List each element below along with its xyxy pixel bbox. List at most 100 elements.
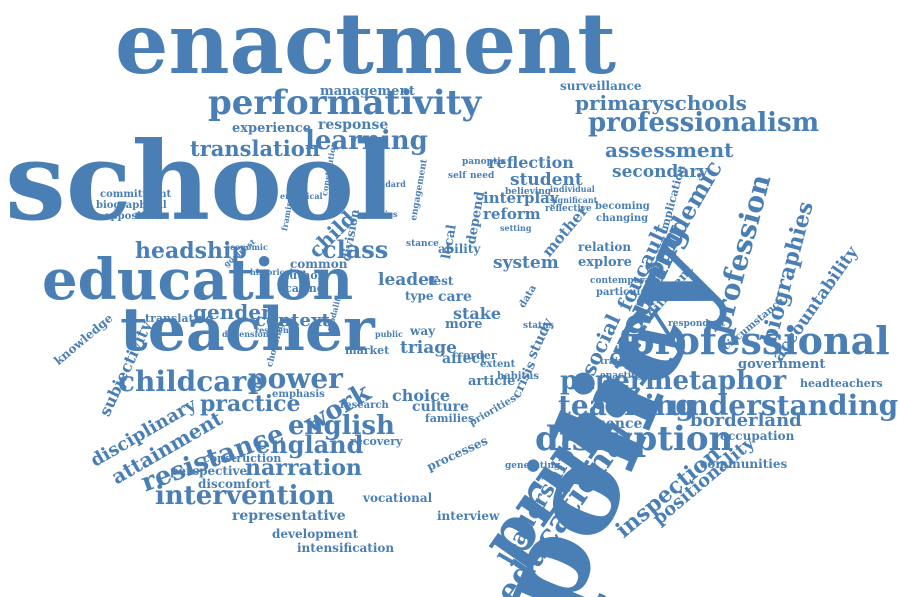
word-setting: setting	[500, 223, 532, 233]
word-extent: extent	[480, 359, 516, 370]
word-choice: choice	[392, 386, 451, 405]
word-policies: policies	[363, 209, 398, 219]
word-metaphor: metaphor	[645, 366, 787, 396]
word-public: public	[375, 329, 403, 339]
word-way: way	[410, 324, 436, 338]
word-translation: translation	[190, 136, 320, 161]
word-class: class	[322, 235, 389, 264]
word-resilient: resilient	[255, 325, 293, 335]
word-particular: particular	[596, 287, 653, 298]
word-stake: stake	[453, 304, 502, 323]
word-translating: translating	[145, 312, 214, 325]
word-response: response	[318, 117, 389, 133]
word-leader: leader	[378, 270, 438, 290]
word-influence: influence	[570, 416, 643, 432]
word-biographical: biographical	[96, 200, 167, 211]
word-caring: caring	[285, 282, 325, 295]
word-test: test	[428, 274, 454, 288]
word-teacher: teacher	[120, 295, 375, 365]
word-reflective: reflective	[545, 204, 592, 214]
word-data: data	[517, 283, 539, 310]
word-knowledge: knowledge	[51, 310, 116, 368]
word-engagement: engagement	[409, 158, 430, 222]
word-narration: narration	[245, 455, 362, 481]
word-secondary: secondary	[612, 162, 709, 182]
word-commitment: commitment	[100, 189, 172, 200]
word-discomfort: discomfort	[198, 477, 271, 491]
word-learning: learning	[305, 126, 428, 156]
word-culture: culture	[412, 399, 469, 415]
word-government: government	[738, 357, 826, 372]
word-management: management	[320, 84, 415, 99]
word-research: research	[340, 400, 389, 411]
word-explore: explore	[578, 255, 632, 270]
word-type: type	[405, 289, 434, 303]
word-context: context	[255, 310, 330, 331]
word-primaryschools: primaryschools	[575, 91, 747, 115]
word-practice: practice	[200, 391, 301, 417]
word-performativity: performativity	[208, 83, 482, 123]
word-significant: significant	[550, 195, 598, 205]
word-families: families	[425, 412, 475, 425]
word-reform: reform	[483, 205, 541, 223]
word-standard: standard	[366, 179, 406, 189]
word-individual: individual	[550, 184, 595, 194]
word-representative: representative	[232, 508, 346, 524]
word-enacting: enacting	[600, 371, 644, 381]
word-power: power	[248, 362, 343, 395]
word-empirical: empirical	[280, 191, 323, 201]
word-headship: headship	[135, 238, 247, 264]
word-market: market	[345, 344, 390, 357]
word-affect: affect	[442, 351, 487, 367]
word-recovery: recovery	[350, 435, 403, 448]
word-article: article	[468, 374, 516, 389]
word-development: development	[272, 527, 359, 541]
word-economic: economic	[225, 242, 268, 252]
word-historical: historical	[250, 267, 293, 277]
word-common: common	[290, 257, 348, 271]
word-order: order	[463, 349, 497, 362]
word-triage: triage	[400, 338, 457, 358]
word-self: self	[448, 171, 467, 181]
word-status: status	[523, 321, 554, 331]
word-english: english	[288, 411, 395, 441]
word-borderland: borderland	[690, 410, 802, 431]
word-education: education	[42, 247, 354, 313]
word-enactment: enactment	[115, 0, 617, 93]
word-surveillance: surveillance	[560, 79, 642, 93]
word-professionalism: professionalism	[588, 108, 820, 138]
word-ability: ability	[438, 242, 481, 256]
word-believing: believing	[505, 187, 552, 197]
word-habitus: habitus	[497, 371, 540, 382]
word-paper: paper	[560, 366, 644, 396]
word-childcare: childcare	[118, 365, 265, 398]
word-school: school	[5, 119, 396, 245]
word-headteachers: headteachers	[800, 377, 883, 390]
word-reflection: reflection	[488, 153, 574, 172]
word-communities: communities	[700, 457, 788, 471]
word-gender: gender	[193, 300, 272, 324]
word-processes: processes	[424, 433, 490, 474]
word-becoming: becoming	[595, 201, 650, 212]
word-contemporary: contemporary	[590, 276, 661, 286]
word-panoptic: panoptic	[462, 157, 507, 167]
word-respondent: respondent	[668, 319, 726, 329]
word-occupation: occupation	[720, 429, 795, 443]
word-construction: construction	[203, 452, 282, 465]
word-author: author	[282, 269, 324, 282]
word-perspective: perspective	[170, 464, 248, 478]
word-dimension: dimension	[222, 329, 269, 339]
word-training: training	[600, 357, 641, 367]
word-experience: experience	[232, 121, 312, 136]
word-vocational: vocational	[363, 491, 433, 505]
word-priorities: priorities	[467, 393, 519, 429]
word-relation: relation	[578, 240, 632, 254]
word-stance: stance	[406, 239, 439, 249]
word-system: system	[493, 253, 559, 273]
word-need: need	[470, 171, 495, 181]
word-care: care	[438, 289, 472, 305]
word-england: england	[255, 430, 364, 459]
word-professional: professional	[628, 318, 890, 363]
word-disruption: disruption	[535, 419, 734, 459]
